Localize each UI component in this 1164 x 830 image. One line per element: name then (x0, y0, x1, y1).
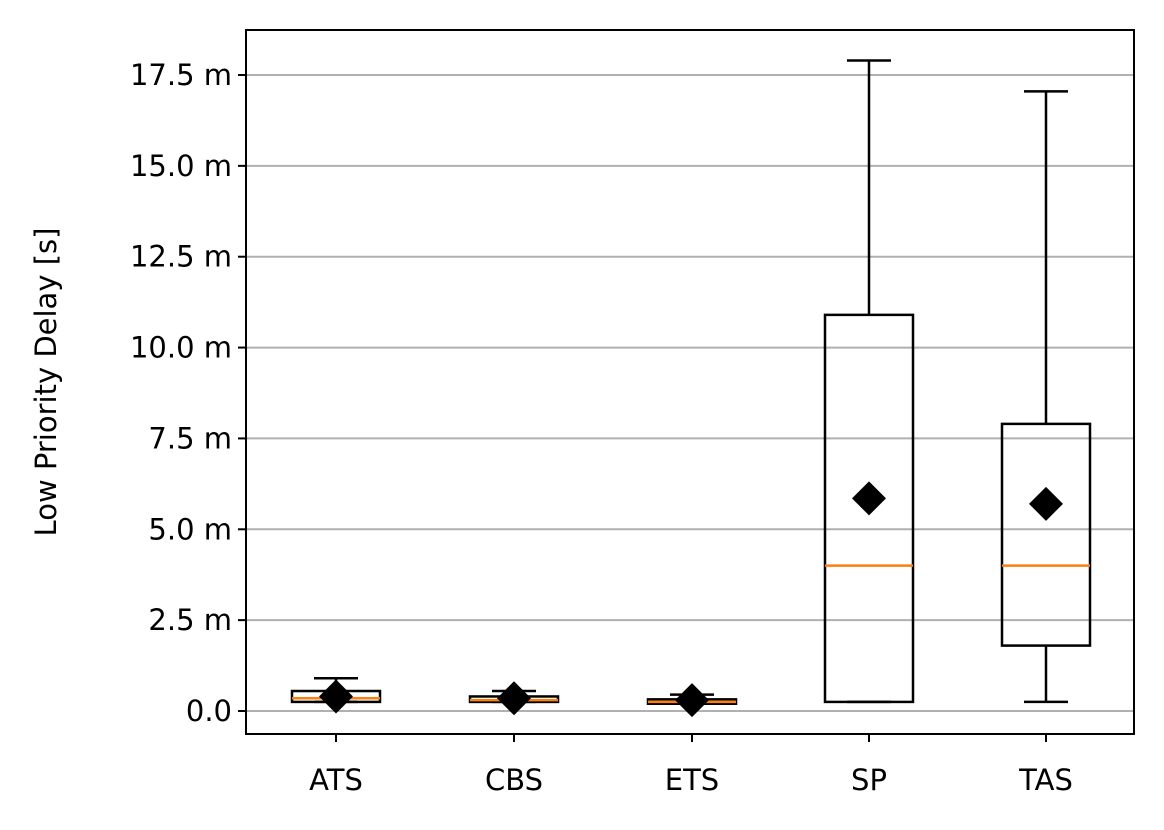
y-tick-label: 10.0 m (130, 331, 232, 365)
x-tick-label: CBS (485, 763, 543, 797)
mean-marker (852, 481, 886, 516)
y-tick-label: 12.5 m (130, 240, 232, 274)
x-tick-label: SP (851, 763, 887, 797)
y-tick-label: 7.5 m (148, 421, 232, 455)
box-ats (290, 677, 382, 714)
y-tick-label: 17.5 m (130, 58, 232, 92)
box-cbs (468, 681, 560, 716)
mean-marker (675, 683, 709, 718)
y-tick-label: 2.5 m (148, 603, 232, 637)
x-tick-label: ETS (665, 763, 719, 797)
box-sp (823, 59, 915, 704)
box-tas (1000, 90, 1092, 704)
y-axis-ticks: 0.0 2.5 m 5.0 m 7.5 m 10.0 m 12.5 m 15.0 m 17.5… (130, 58, 246, 728)
x-tick-label: ATS (309, 763, 363, 797)
x-axis-ticks: ATS CBS ETS SP TAS (309, 734, 1073, 797)
y-axis-label: Low Priority Delay [s] (29, 228, 63, 537)
plot-frame (245, 29, 1135, 735)
grid-lines (246, 74, 1134, 712)
iqr-box (1000, 422, 1092, 647)
y-tick-label: 0.0 (186, 694, 232, 728)
mean-marker (497, 681, 531, 716)
mean-marker (1029, 486, 1063, 521)
y-tick-label: 15.0 m (130, 149, 232, 183)
iqr-box (823, 313, 915, 704)
box-series (290, 59, 1092, 718)
box-ets (646, 683, 738, 718)
x-tick-label: TAS (1018, 763, 1073, 797)
mean-marker (319, 679, 353, 714)
y-tick-label: 5.0 m (148, 512, 232, 546)
